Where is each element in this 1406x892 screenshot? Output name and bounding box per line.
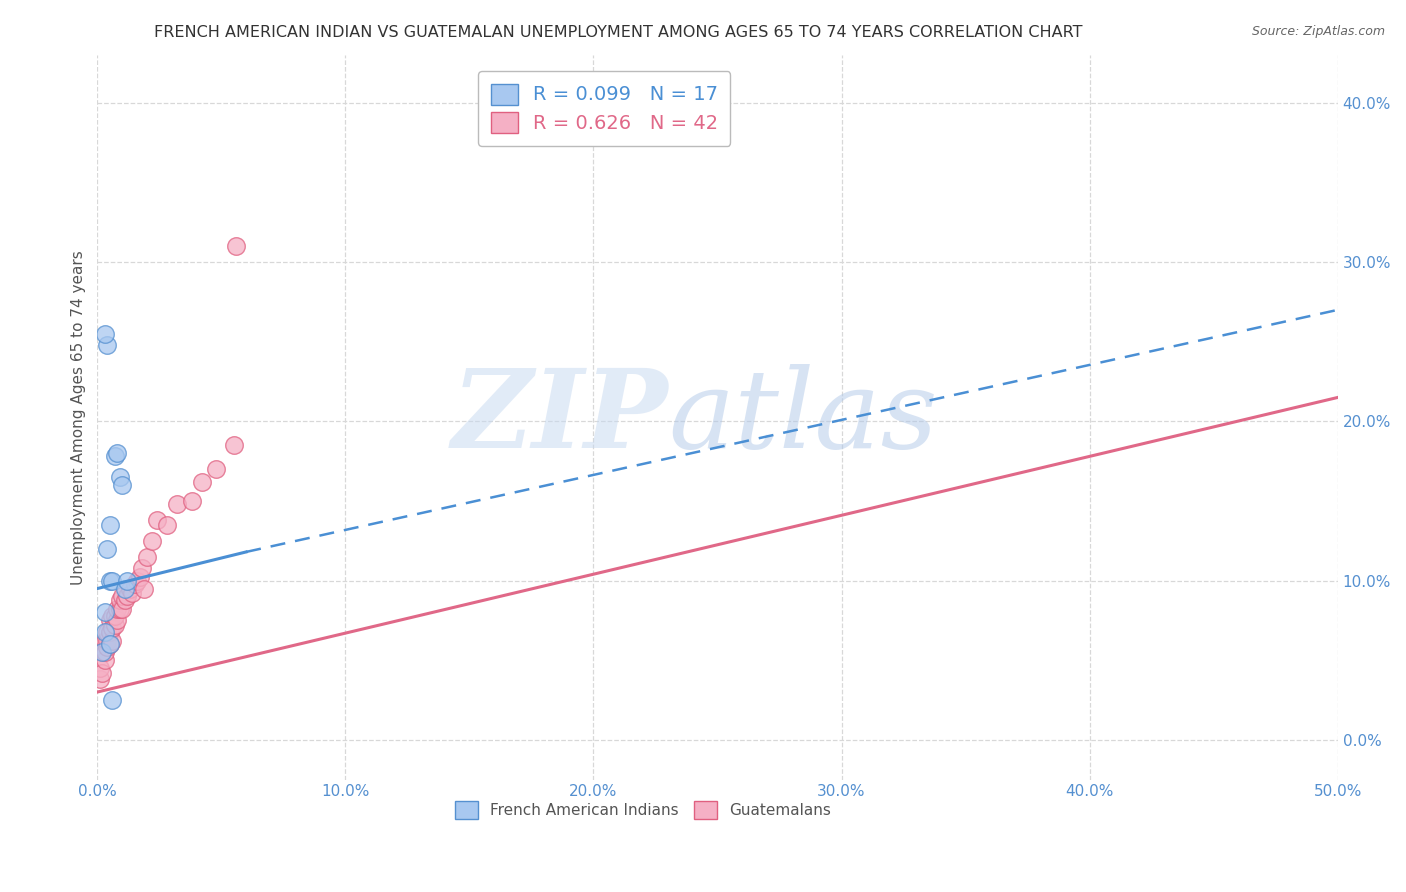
Point: [96, 634, 118, 648]
Text: atlas: atlas: [668, 364, 938, 471]
Point: [156, 517, 179, 532]
Point: [101, 621, 124, 635]
Point: [121, 586, 143, 600]
Point: [114, 582, 136, 596]
Text: Source: ZipAtlas.com: Source: ZipAtlas.com: [1251, 25, 1385, 38]
Point: [96, 640, 118, 655]
Point: [111, 590, 134, 604]
Point: [89, 661, 111, 675]
Point: [94, 624, 117, 639]
Point: [125, 574, 148, 588]
Point: [166, 497, 188, 511]
Point: [94, 606, 117, 620]
Point: [190, 475, 212, 489]
Point: [91, 665, 114, 680]
Point: [108, 602, 131, 616]
Point: [94, 326, 117, 341]
Point: [98, 517, 121, 532]
Point: [146, 513, 169, 527]
Point: [108, 592, 131, 607]
Point: [91, 645, 114, 659]
Point: [91, 645, 114, 659]
Point: [101, 634, 124, 648]
Point: [96, 624, 118, 639]
Point: [225, 239, 247, 253]
Point: [114, 592, 136, 607]
Point: [108, 470, 131, 484]
Point: [94, 653, 117, 667]
Point: [128, 570, 150, 584]
Point: [94, 645, 117, 659]
Point: [101, 574, 124, 588]
Point: [124, 576, 146, 591]
Point: [111, 478, 134, 492]
Point: [94, 634, 117, 648]
Point: [104, 608, 127, 623]
Point: [115, 590, 138, 604]
Text: FRENCH AMERICAN INDIAN VS GUATEMALAN UNEMPLOYMENT AMONG AGES 65 TO 74 YEARS CORR: FRENCH AMERICAN INDIAN VS GUATEMALAN UNE…: [155, 25, 1083, 40]
Point: [104, 618, 127, 632]
Point: [222, 438, 245, 452]
Point: [101, 693, 124, 707]
Point: [141, 533, 163, 548]
Point: [105, 602, 128, 616]
Point: [101, 608, 124, 623]
Point: [118, 582, 141, 596]
Point: [98, 637, 121, 651]
Text: ZIP: ZIP: [451, 364, 668, 471]
Y-axis label: Unemployment Among Ages 65 to 74 years: Unemployment Among Ages 65 to 74 years: [72, 250, 86, 585]
Point: [104, 450, 127, 464]
Legend: French American Indians, Guatemalans: French American Indians, Guatemalans: [447, 793, 839, 826]
Point: [180, 494, 202, 508]
Point: [115, 574, 138, 588]
Point: [98, 574, 121, 588]
Point: [98, 637, 121, 651]
Point: [134, 582, 156, 596]
Point: [96, 541, 118, 556]
Point: [105, 446, 128, 460]
Point: [136, 549, 159, 564]
Point: [105, 613, 128, 627]
Point: [89, 673, 111, 687]
Point: [205, 462, 228, 476]
Point: [96, 338, 118, 352]
Point: [98, 613, 121, 627]
Point: [98, 624, 121, 639]
Point: [111, 602, 134, 616]
Point: [131, 561, 153, 575]
